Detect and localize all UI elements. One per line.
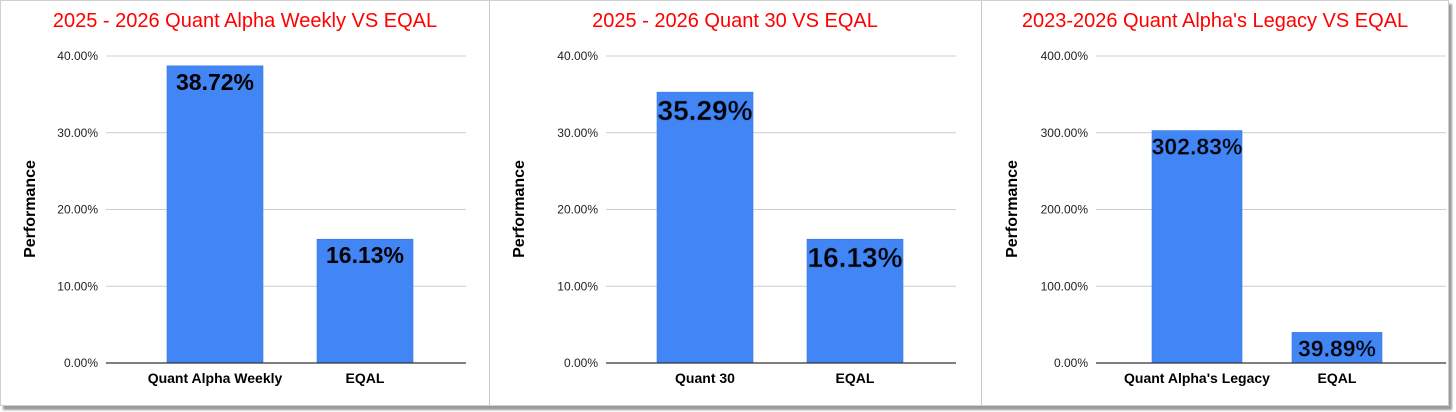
y-tick-label: 400.00% xyxy=(1041,49,1089,63)
y-tick-label: 200.00% xyxy=(1041,203,1089,217)
panel-divider-2 xyxy=(981,1,982,405)
y-tick-label: 10.00% xyxy=(57,279,98,293)
y-tick-label: 20.00% xyxy=(57,203,98,217)
bar-chart-2: 0.00% 10.00% 20.00% 30.00% 40.00% Quant 30 EQA… xyxy=(557,49,956,386)
data-label: 16.13% xyxy=(326,242,404,268)
data-label: 302.83% xyxy=(1152,134,1243,160)
chart-panel-2: 2025 - 2026 Quant 30 VS EQAL Performance… xyxy=(490,1,980,405)
data-label: 16.13% xyxy=(808,242,903,273)
x-tick-label: EQAL xyxy=(346,370,385,386)
y-tick-label: 40.00% xyxy=(57,49,98,63)
x-tick-label: EQAL xyxy=(1318,370,1357,386)
y-tick-label: 40.00% xyxy=(557,49,598,63)
y-tick-label: 20.00% xyxy=(557,203,598,217)
bar xyxy=(806,238,904,364)
y-tick-label: 0.00% xyxy=(1054,356,1088,370)
bar xyxy=(1291,332,1383,364)
y-tick-label: 100.00% xyxy=(1041,279,1089,293)
data-label: 35.29% xyxy=(658,95,753,126)
panel-divider-1 xyxy=(489,1,490,405)
y-tick-label: 300.00% xyxy=(1041,126,1089,140)
x-tick-label: EQAL xyxy=(836,370,875,386)
bar xyxy=(166,65,264,364)
data-label: 39.89% xyxy=(1298,335,1376,361)
bar xyxy=(316,238,414,364)
x-tick-label: Quant Alpha's Legacy xyxy=(1124,370,1270,386)
bar xyxy=(656,91,754,364)
chart-panel-3: 2023-2026 Quant Alpha's Legacy VS EQAL P… xyxy=(982,1,1448,405)
bar-chart-3: 0.00% 100.00% 200.00% 300.00% 400.00% Quant A… xyxy=(1041,49,1446,386)
bar xyxy=(1151,130,1243,364)
x-tick-label: Quant Alpha Weekly xyxy=(148,370,283,386)
y-tick-label: 30.00% xyxy=(57,126,98,140)
y-tick-label: 0.00% xyxy=(564,356,598,370)
chart-title: 2023-2026 Quant Alpha's Legacy VS EQAL xyxy=(1021,10,1409,32)
data-label: 38.72% xyxy=(176,69,254,95)
chart-panel-1: 2025 - 2026 Quant Alpha Weekly VS EQAL P… xyxy=(1,1,489,405)
chart-title: 2025 - 2026 Quant Alpha Weekly VS EQAL xyxy=(52,10,438,32)
chart-title: 2025 - 2026 Quant 30 VS EQAL xyxy=(592,10,878,32)
x-tick-label: Quant 30 xyxy=(675,370,735,386)
y-tick-label: 30.00% xyxy=(557,126,598,140)
y-tick-label: 0.00% xyxy=(64,356,98,370)
bar-chart-1: 0.00% 10.00% 20.00% 30.00% 40.00% Quant Alpha… xyxy=(57,49,466,386)
y-tick-label: 10.00% xyxy=(557,279,598,293)
